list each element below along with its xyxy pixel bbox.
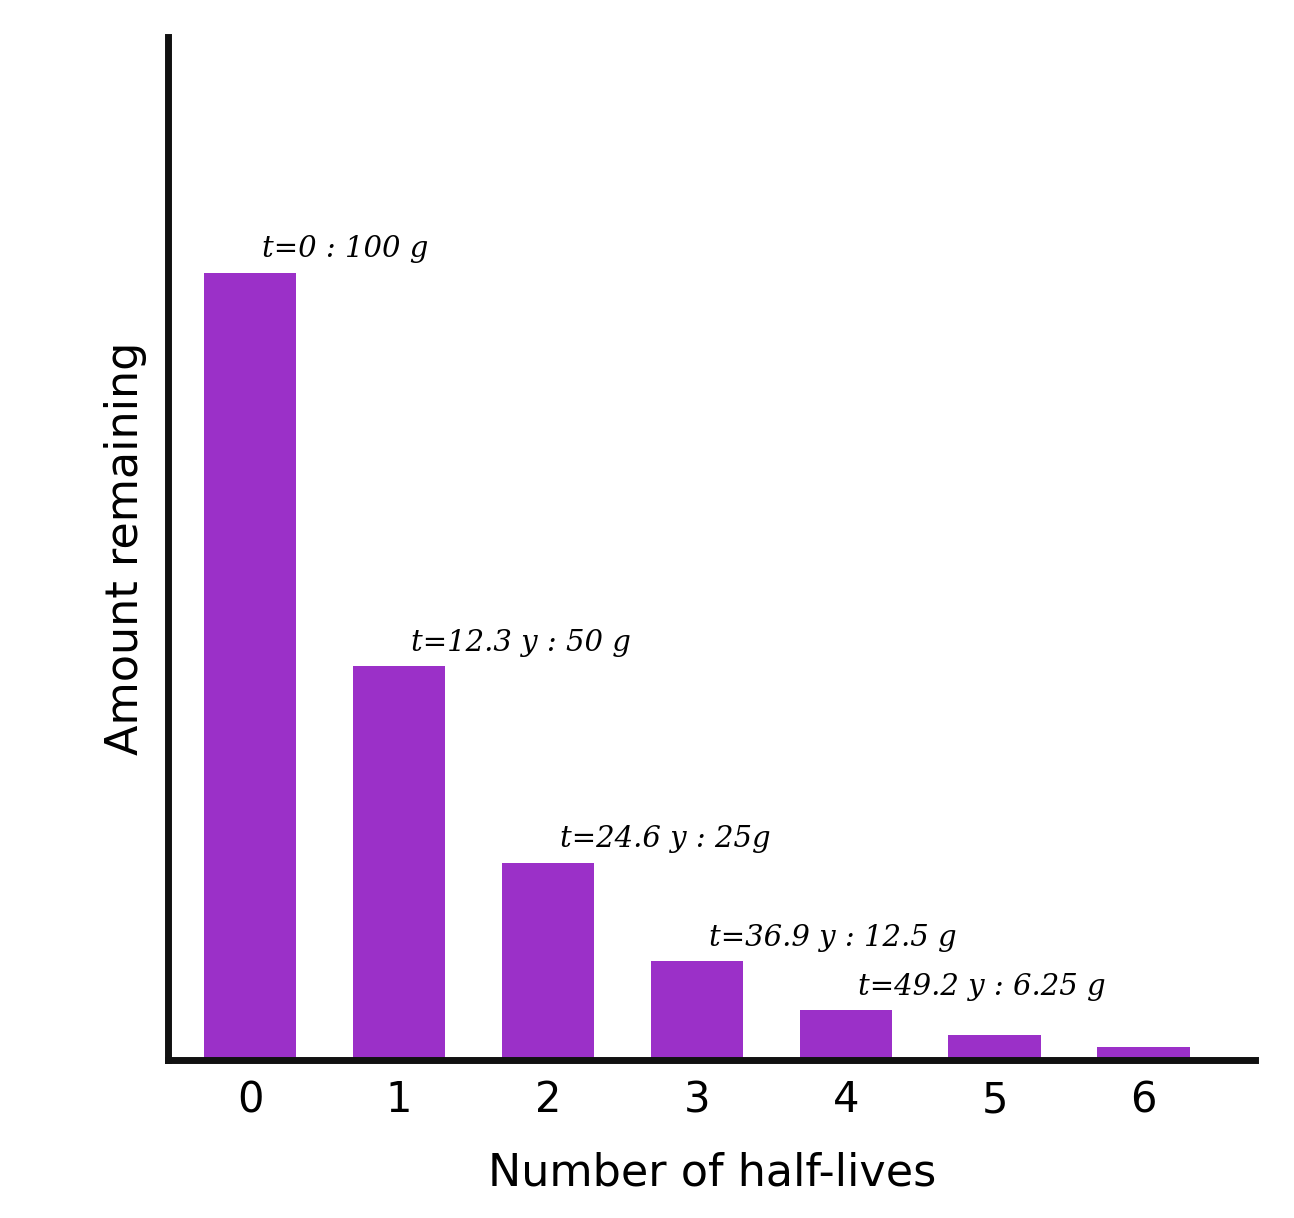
Y-axis label: Amount remaining: Amount remaining	[105, 341, 148, 755]
Bar	[353, 666, 445, 1060]
X-axis label: Number of half-lives: Number of half-lives	[488, 1152, 936, 1195]
Text: t=0 : 100 g: t=0 : 100 g	[261, 235, 428, 263]
Bar	[800, 1011, 892, 1060]
Bar	[949, 1035, 1040, 1060]
Bar	[1097, 1047, 1189, 1060]
Text: t=12.3 y : 50 g: t=12.3 y : 50 g	[411, 628, 630, 657]
Bar	[502, 862, 594, 1060]
Bar	[651, 961, 743, 1060]
Text: t=24.6 y : 25g: t=24.6 y : 25g	[560, 826, 770, 854]
Text: t=49.2 y : 6.25 g: t=49.2 y : 6.25 g	[858, 973, 1105, 1001]
Bar	[204, 273, 296, 1060]
Text: t=36.9 y : 12.5 g: t=36.9 y : 12.5 g	[709, 923, 956, 951]
